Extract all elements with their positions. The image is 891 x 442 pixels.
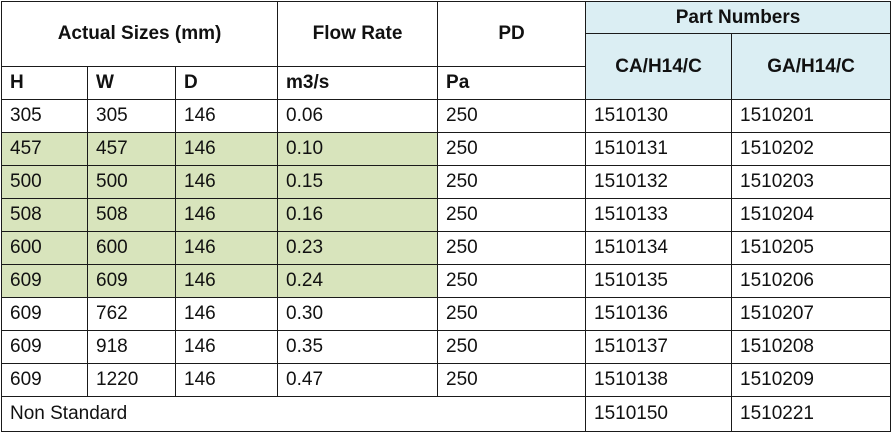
filter-part-table: Actual Sizes (mm) Flow Rate PD Part Numb… (0, 1, 891, 432)
cell-flow: 0.15 (277, 165, 439, 199)
cell-ca: 1510135 (585, 264, 733, 298)
table-row: 305 305 146 0.06 250 1510130 1510201 (1, 99, 891, 133)
cell-pd: 250 (437, 363, 587, 397)
cell-d: 146 (174, 165, 279, 199)
cell-pd: 250 (437, 198, 587, 232)
cell-h: 609 (1, 297, 88, 331)
cell-flow: 0.24 (277, 264, 439, 298)
cell-h: 609 (1, 330, 88, 364)
cell-d: 146 (174, 330, 279, 364)
table-row: 457 457 146 0.10 250 1510131 1510202 (1, 132, 891, 166)
cell-d: 146 (174, 264, 279, 298)
cell-ga: 1510221 (731, 396, 891, 432)
cell-flow: 0.23 (277, 231, 439, 265)
table-row: 600 600 146 0.23 250 1510134 1510205 (1, 231, 891, 265)
table-row: 609 762 146 0.30 250 1510136 1510207 (1, 297, 891, 331)
cell-w: 500 (87, 165, 176, 199)
cell-w: 457 (87, 132, 176, 166)
cell-ca: 1510131 (585, 132, 733, 166)
header-ca-h14-c: CA/H14/C (585, 33, 733, 100)
cell-ca: 1510133 (585, 198, 733, 232)
cell-ca: 1510130 (585, 99, 733, 133)
cell-ga: 1510208 (731, 330, 891, 364)
cell-ga: 1510205 (731, 231, 891, 265)
cell-w: 600 (87, 231, 176, 265)
cell-flow: 0.35 (277, 330, 439, 364)
cell-h: 600 (1, 231, 88, 265)
header-flow-rate: Flow Rate (277, 1, 439, 67)
cell-pd: 250 (437, 99, 587, 133)
cell-flow: 0.47 (277, 363, 439, 397)
cell-h: 500 (1, 165, 88, 199)
header-ga-h14-c: GA/H14/C (731, 33, 891, 100)
cell-w: 609 (87, 264, 176, 298)
cell-d: 146 (174, 297, 279, 331)
table-row: 609 918 146 0.35 250 1510137 1510208 (1, 330, 891, 364)
header-pd: PD (437, 1, 587, 67)
header-actual-sizes: Actual Sizes (mm) (0, 1, 279, 67)
unit-pd: Pa (437, 66, 587, 100)
cell-flow: 0.16 (277, 198, 439, 232)
table-row: 609 1220 146 0.47 250 1510138 1510209 (1, 363, 891, 397)
table-body: 305 305 146 0.06 250 1510130 1510201 457 457 146 0… (1, 99, 891, 397)
cell-ca: 1510136 (585, 297, 733, 331)
cell-w: 1220 (87, 363, 176, 397)
non-standard-label: Non Standard (0, 396, 587, 432)
cell-d: 146 (174, 99, 279, 133)
cell-h: 609 (1, 363, 88, 397)
cell-pd: 250 (437, 330, 587, 364)
cell-pd: 250 (437, 165, 587, 199)
unit-flow: m3/s (277, 66, 439, 100)
cell-h: 508 (1, 198, 88, 232)
cell-d: 146 (174, 132, 279, 166)
cell-d: 146 (174, 231, 279, 265)
cell-flow: 0.10 (277, 132, 439, 166)
cell-ca: 1510137 (585, 330, 733, 364)
table-row: 508 508 146 0.16 250 1510133 1510204 (1, 198, 891, 232)
cell-w: 508 (87, 198, 176, 232)
unit-h: H (1, 66, 88, 100)
cell-ga: 1510209 (731, 363, 891, 397)
cell-pd: 250 (437, 297, 587, 331)
cell-w: 305 (87, 99, 176, 133)
non-standard-row: Non Standard 1510150 1510221 (0, 396, 891, 432)
table-row: 609 609 146 0.24 250 1510135 1510206 (1, 264, 891, 298)
cell-d: 146 (174, 198, 279, 232)
cell-w: 762 (87, 297, 176, 331)
unit-d: D (174, 66, 279, 100)
cell-h: 457 (1, 132, 88, 166)
header-part-numbers: Part Numbers (585, 1, 891, 34)
cell-ga: 1510204 (731, 198, 891, 232)
cell-ga: 1510206 (731, 264, 891, 298)
cell-w: 918 (87, 330, 176, 364)
cell-ca: 1510134 (585, 231, 733, 265)
cell-flow: 0.30 (277, 297, 439, 331)
cell-ga: 1510203 (731, 165, 891, 199)
cell-flow: 0.06 (277, 99, 439, 133)
cell-d: 146 (174, 363, 279, 397)
cell-ga: 1510201 (731, 99, 891, 133)
cell-pd: 250 (437, 264, 587, 298)
cell-ca: 1510150 (585, 396, 733, 432)
cell-ca: 1510132 (585, 165, 733, 199)
cell-ga: 1510202 (731, 132, 891, 166)
cell-h: 305 (1, 99, 88, 133)
cell-ca: 1510138 (585, 363, 733, 397)
cell-h: 609 (1, 264, 88, 298)
cell-pd: 250 (437, 231, 587, 265)
cell-ga: 1510207 (731, 297, 891, 331)
unit-w: W (87, 66, 176, 100)
cell-pd: 250 (437, 132, 587, 166)
table-row: 500 500 146 0.15 250 1510132 1510203 (1, 165, 891, 199)
